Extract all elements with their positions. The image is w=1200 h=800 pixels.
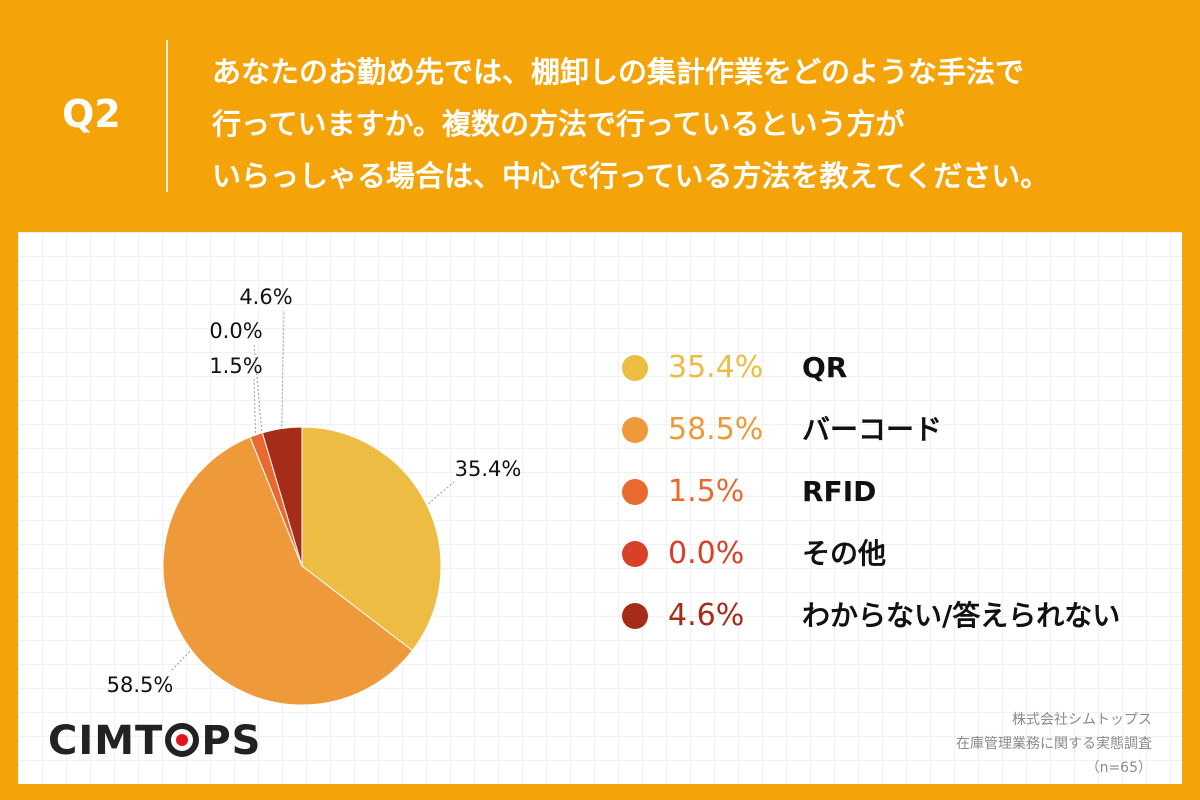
- credit-survey: 在庫管理業務に関する実態調査: [956, 736, 1152, 752]
- legend-swatch: [622, 479, 648, 505]
- leader-line-slice-0: [428, 481, 455, 504]
- question-line-3: いらっしゃる場合は、中心で行っている方法を教えてください。: [212, 159, 1050, 193]
- legend-label: その他: [802, 537, 887, 570]
- credit: 株式会社シムトップス 在庫管理業務に関する実態調査 （n=65）: [956, 708, 1152, 780]
- question-text: あなたのお勤め先では、棚卸しの集計作業をどのような手法で 行っていますか。複数の…: [212, 46, 1172, 202]
- leader-line-slice-4: [281, 309, 285, 427]
- data-label-slice-2: 1.5%: [209, 354, 262, 378]
- legend-label: QR: [802, 351, 848, 384]
- question-number: Q2: [62, 92, 121, 136]
- pie-slice-4: [261, 426, 303, 567]
- data-label-slice-0: 35.4%: [455, 457, 522, 481]
- legend-swatch: [622, 603, 648, 629]
- legend-percent: 4.6%: [668, 598, 745, 633]
- legend-swatch: [622, 417, 648, 443]
- cimtops-logo: CIMT PS: [48, 718, 262, 764]
- legend-item-2: 1.5% RFID: [604, 472, 1164, 512]
- header-divider: [166, 40, 168, 192]
- data-label-slice-3: 0.0%: [209, 319, 262, 343]
- question-line-1: あなたのお勤め先では、棚卸しの集計作業をどのような手法で: [212, 55, 1025, 89]
- leader-line-slice-3: [253, 343, 263, 431]
- credit-company: 株式会社シムトップス: [1012, 712, 1152, 728]
- legend-label: RFID: [802, 475, 877, 508]
- logo-o-dot-icon: [165, 723, 200, 757]
- pie-slice-1: [162, 436, 414, 706]
- data-label-slice-1: 58.5%: [107, 673, 174, 697]
- header: Q2 あなたのお勤め先では、棚卸しの集計作業をどのような手法で 行っていますか。…: [0, 0, 1200, 232]
- legend-item-0: 35.4% QR: [604, 348, 1164, 388]
- legend-percent: 1.5%: [668, 474, 745, 509]
- legend-item-1: 58.5% バーコード: [604, 410, 1164, 450]
- legend-percent: 0.0%: [668, 536, 745, 571]
- legend-label: バーコード: [802, 413, 943, 446]
- leader-line-slice-2: [253, 378, 256, 433]
- legend-label: わからない/答えられない: [802, 599, 1121, 632]
- legend-percent: 58.5%: [668, 412, 764, 447]
- credit-sample-size: （n=65）: [1085, 760, 1152, 776]
- legend-item-3: 0.0% その他: [604, 534, 1164, 574]
- question-line-2: 行っていますか。複数の方法で行っているという方が: [212, 107, 905, 141]
- data-label-slice-4: 4.6%: [239, 285, 292, 309]
- pie-slice-0: [301, 426, 442, 652]
- legend-swatch: [622, 355, 648, 381]
- legend-percent: 35.4%: [668, 350, 764, 385]
- leader-line-slice-1: [169, 651, 191, 673]
- legend-swatch: [622, 541, 648, 567]
- legend-item-4: 4.6% わからない/答えられない: [604, 596, 1164, 636]
